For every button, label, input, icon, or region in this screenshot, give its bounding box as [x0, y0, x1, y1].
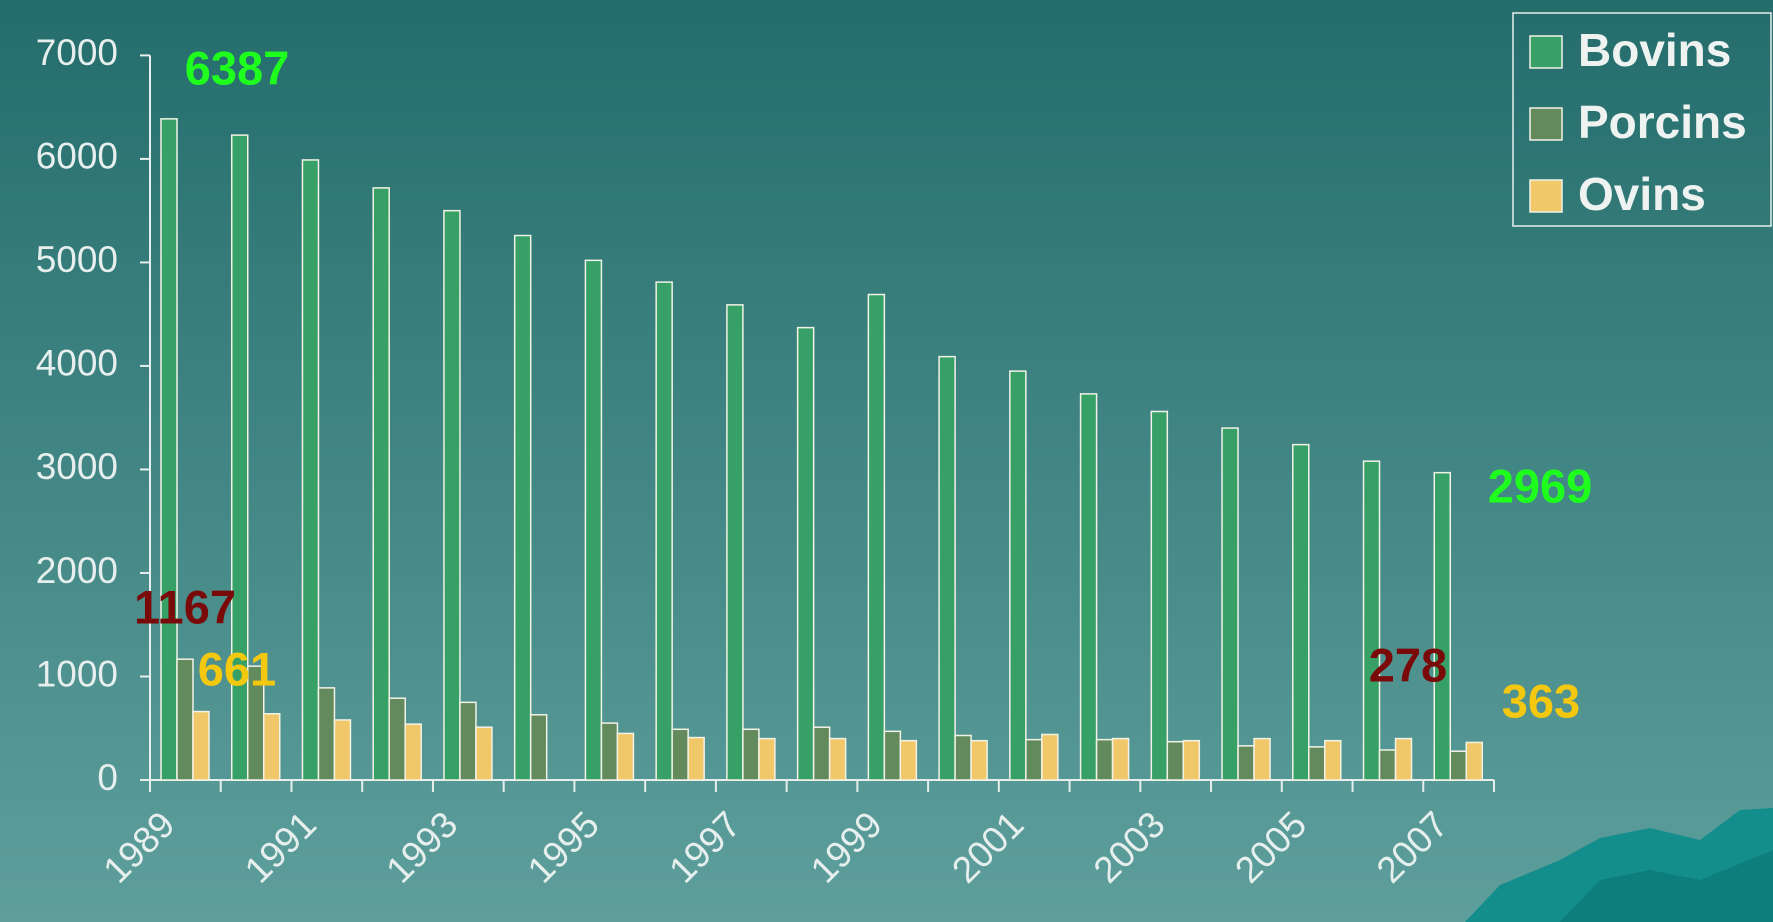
bar: [814, 727, 830, 780]
bar: [868, 295, 884, 780]
value-label: 2969: [1488, 459, 1593, 512]
bar: [1167, 742, 1183, 780]
y-tick-label: 4000: [36, 343, 118, 384]
bar: [1254, 739, 1270, 780]
bar: [161, 119, 177, 780]
bar: [1151, 411, 1167, 780]
bar: [688, 738, 704, 780]
bar: [743, 729, 759, 780]
bar: [1042, 734, 1058, 780]
bar: [334, 720, 350, 780]
value-label: 1167: [134, 580, 236, 633]
bar: [1183, 741, 1199, 780]
bar: [971, 741, 987, 780]
bar: [302, 160, 318, 780]
bar: [727, 305, 743, 780]
y-tick-label: 5000: [36, 239, 118, 280]
bar: [1396, 739, 1412, 780]
bar: [656, 282, 672, 780]
bar: [939, 357, 955, 780]
legend-label: Bovins: [1578, 24, 1731, 76]
bar: [1466, 742, 1482, 780]
bar: [672, 729, 688, 780]
value-label: 661: [198, 642, 276, 695]
bar: [1081, 394, 1097, 780]
legend-swatch: [1530, 36, 1562, 68]
bar: [585, 260, 601, 780]
bar: [1325, 741, 1341, 780]
bar: [389, 698, 405, 780]
legend-label: Porcins: [1578, 96, 1747, 148]
value-label: 6387: [185, 41, 290, 94]
y-tick-label: 2000: [36, 550, 118, 591]
bar: [955, 735, 971, 780]
bar: [476, 727, 492, 780]
bar: [405, 724, 421, 780]
bar: [798, 328, 814, 780]
value-label: 278: [1369, 638, 1447, 691]
bar: [1450, 751, 1466, 780]
page: 0100020003000400050006000700019891991199…: [0, 0, 1773, 922]
bar: [617, 733, 633, 780]
bar: [900, 741, 916, 780]
y-tick-label: 3000: [36, 446, 118, 487]
bar: [1434, 473, 1450, 780]
bar: [884, 731, 900, 780]
bar: [1097, 740, 1113, 780]
bar: [373, 188, 389, 780]
bar: [318, 688, 334, 780]
bar: [1293, 445, 1309, 780]
bar: [1222, 428, 1238, 780]
y-tick-label: 0: [97, 757, 118, 798]
bar: [515, 236, 531, 780]
bar: [1113, 739, 1129, 780]
bar: [830, 739, 846, 780]
bar: [193, 712, 209, 780]
bar: [1309, 747, 1325, 780]
legend-swatch: [1530, 180, 1562, 212]
legend-label: Ovins: [1578, 168, 1706, 220]
bar: [1380, 750, 1396, 780]
y-tick-label: 7000: [36, 32, 118, 73]
bar: [759, 739, 775, 780]
legend-swatch: [1530, 108, 1562, 140]
bar: [1364, 461, 1380, 780]
value-label: 363: [1502, 674, 1580, 727]
bar: [177, 659, 193, 780]
bar: [601, 723, 617, 780]
bar: [460, 702, 476, 780]
chart: 0100020003000400050006000700019891991199…: [0, 0, 1773, 922]
y-tick-label: 1000: [36, 653, 118, 694]
bar: [264, 714, 280, 780]
bar: [444, 211, 460, 780]
bar: [1026, 740, 1042, 780]
bar: [1010, 371, 1026, 780]
bar: [531, 715, 547, 780]
y-tick-label: 6000: [36, 136, 118, 177]
bar: [1238, 746, 1254, 780]
